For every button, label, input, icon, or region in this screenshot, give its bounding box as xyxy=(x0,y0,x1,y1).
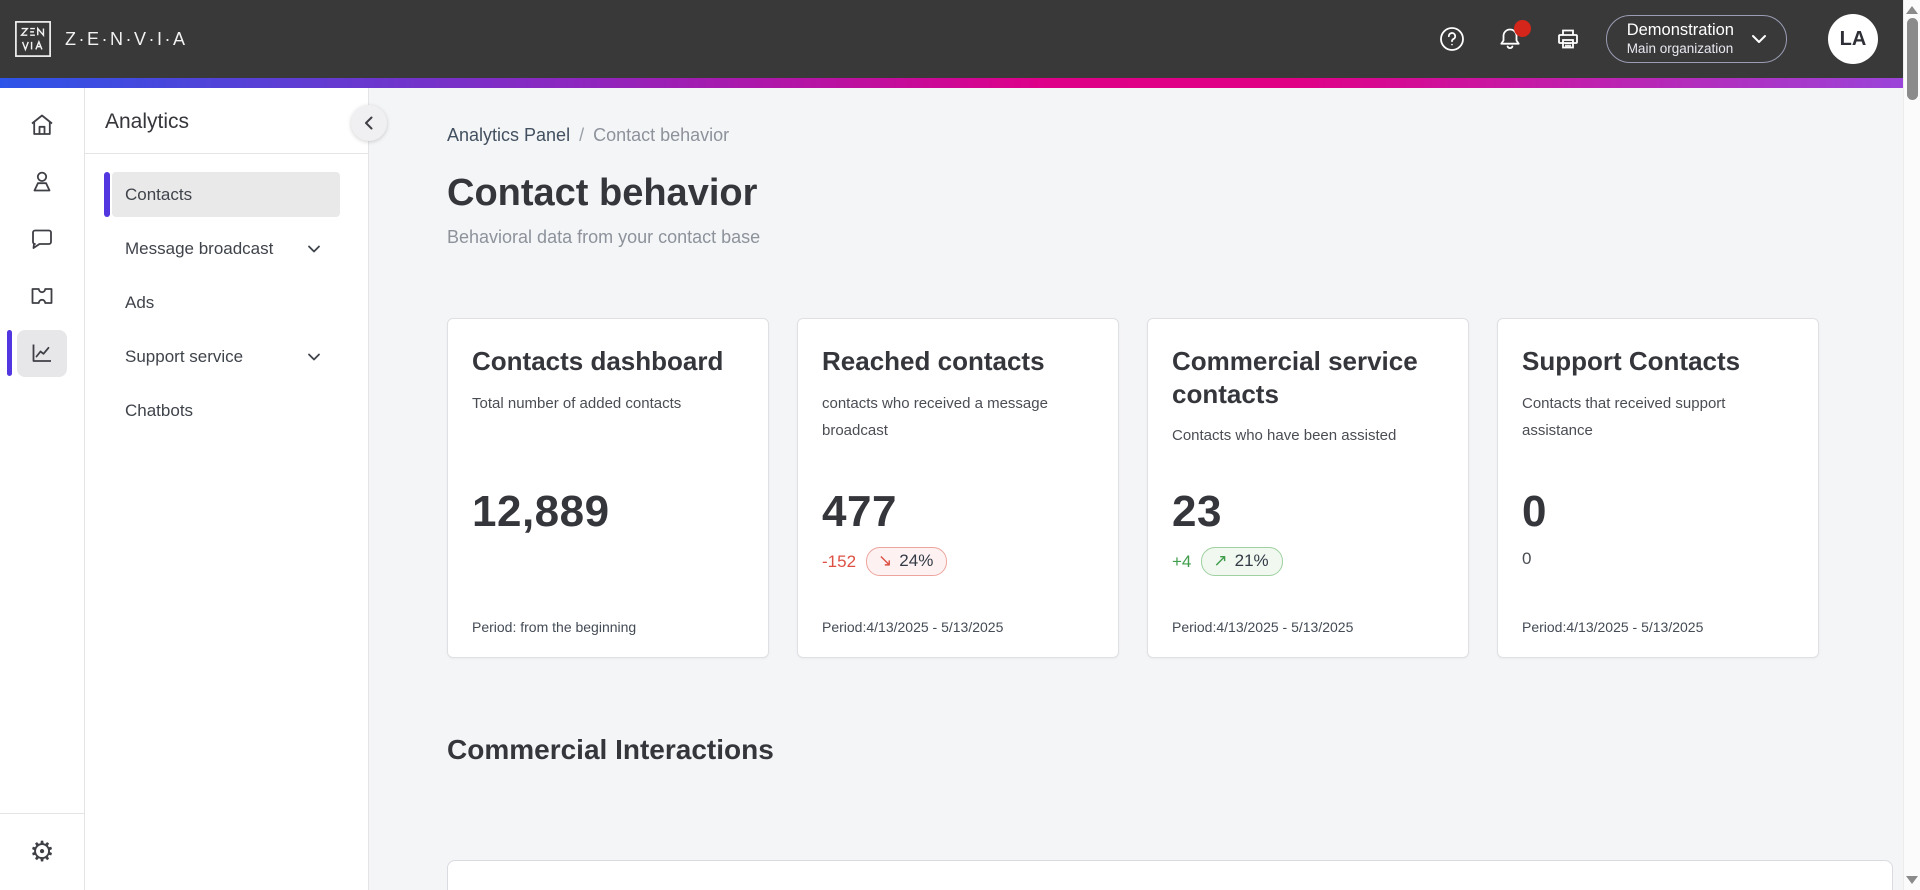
active-indicator xyxy=(104,172,110,217)
ticket-icon xyxy=(31,288,53,304)
card-delta-row: +4 ↗ 21% xyxy=(1172,547,1283,576)
zenvia-logo-text: Z·E·N·V·I·A xyxy=(65,28,188,49)
sidebar-item-sales[interactable] xyxy=(0,271,85,321)
kpi-cards-row: Contacts dashboard Total number of added… xyxy=(447,318,1893,658)
panel-menu: Contacts Message broadcast Ads Support s… xyxy=(85,154,368,433)
active-indicator xyxy=(6,330,12,376)
chevron-down-icon xyxy=(1752,35,1766,43)
home-icon xyxy=(31,114,53,135)
menu-item-message-broadcast[interactable]: Message broadcast xyxy=(112,226,340,271)
scrollbar-thumb[interactable] xyxy=(1906,18,1918,100)
menu-item-support-service[interactable]: Support service xyxy=(112,334,340,379)
card-title: Support Contacts xyxy=(1522,346,1741,376)
analytics-icon xyxy=(32,344,51,362)
card-commercial-service-contacts: Commercial service contacts Contacts who… xyxy=(1147,318,1469,658)
breadcrumb: Analytics Panel / Contact behavior xyxy=(447,125,1893,146)
card-secondary-value: 0 xyxy=(1522,549,1532,568)
vertical-scrollbar[interactable] xyxy=(1903,0,1920,890)
card-period: Period: from the beginning xyxy=(472,619,637,635)
card-description: Total number of added contacts xyxy=(472,394,682,412)
zenvia-logo-icon xyxy=(15,21,51,57)
menu-item-ads[interactable]: Ads xyxy=(112,280,340,325)
trend-badge: ↘ 24% xyxy=(866,547,948,576)
menu-item-label: Chatbots xyxy=(125,400,194,420)
zenvia-logo[interactable]: Z·E·N·V·I·A xyxy=(14,20,187,58)
card-description: Contacts who have been assisted xyxy=(1172,427,1397,444)
panel-collapse-button[interactable] xyxy=(351,105,387,141)
brand-gradient-bar xyxy=(0,78,1903,88)
page-title: Contact behavior xyxy=(447,172,758,214)
card-title: Commercial service contacts xyxy=(1172,346,1418,409)
card-description: Contacts that received support assistanc… xyxy=(1522,394,1726,440)
badge-percent: 24% xyxy=(899,551,934,570)
chevron-down-icon xyxy=(308,353,320,360)
delta-value: -152 xyxy=(822,551,857,571)
card-reached-contacts: Reached contacts contacts who received a… xyxy=(797,318,1119,658)
avatar-initials: LA xyxy=(1839,27,1867,50)
page-subtitle: Behavioral data from your contact base xyxy=(447,227,761,247)
card-title: Contacts dashboard xyxy=(472,346,724,376)
scroll-up-arrow[interactable] xyxy=(1906,6,1918,14)
menu-item-contacts[interactable]: Contacts xyxy=(104,172,340,217)
sidebar-item-contacts[interactable] xyxy=(0,157,85,207)
chevron-down-icon xyxy=(308,245,320,252)
badge-percent: 21% xyxy=(1234,551,1269,570)
sidebar-item-home[interactable] xyxy=(0,100,85,150)
trend-up-icon: ↗ xyxy=(1213,551,1228,570)
card-period: Period:4/13/2025 - 5/13/2025 xyxy=(1522,619,1704,635)
organization-name: Demonstration xyxy=(1626,21,1734,40)
sidebar-bottom: ⚙ xyxy=(0,813,84,890)
trend-down-icon: ↘ xyxy=(878,551,893,570)
card-value: 477 xyxy=(822,487,897,536)
chat-icon xyxy=(32,229,52,249)
panel-header: Analytics xyxy=(85,88,368,154)
commercial-interactions-card xyxy=(447,860,1893,890)
menu-item-label: Support service xyxy=(125,346,244,366)
card-value: 23 xyxy=(1172,487,1222,536)
person-icon xyxy=(33,171,51,192)
main-sidebar: ⚙ xyxy=(0,88,85,890)
content-area: ⚙ Analytics Contacts Message broadcast xyxy=(0,88,1903,890)
organization-subtitle: Main organization xyxy=(1626,40,1734,56)
card-value: 0 xyxy=(1522,487,1547,536)
main-content: Analytics Panel / Contact behavior Conta… xyxy=(369,88,1903,890)
breadcrumb-current: Contact behavior xyxy=(593,125,730,145)
card-support-contacts: Support Contacts Contacts that received … xyxy=(1497,318,1819,658)
notification-badge xyxy=(1513,20,1531,37)
card-period: Period:4/13/2025 - 5/13/2025 xyxy=(822,619,1004,635)
settings-gear-icon[interactable]: ⚙ xyxy=(29,836,55,867)
sidebar-item-conversations[interactable] xyxy=(0,214,85,264)
sidebar-item-analytics[interactable] xyxy=(0,328,85,378)
notifications-icon[interactable] xyxy=(1496,20,1531,53)
analytics-panel: Analytics Contacts Message broadcast Ads xyxy=(85,88,369,890)
user-avatar[interactable]: LA xyxy=(1828,14,1878,64)
menu-item-label: Message broadcast xyxy=(125,238,274,258)
panel-title: Analytics xyxy=(105,110,190,133)
breadcrumb-analytics-panel[interactable]: Analytics Panel xyxy=(447,125,571,145)
menu-item-label: Contacts xyxy=(125,184,193,204)
card-title: Reached contacts xyxy=(822,346,1045,376)
scroll-down-arrow[interactable] xyxy=(1906,876,1918,884)
card-value: 12,889 xyxy=(472,487,610,536)
card-description: contacts who received a message broadcas… xyxy=(822,394,1048,440)
card-delta-row: -152 ↘ 24% xyxy=(822,547,948,576)
menu-item-label: Ads xyxy=(125,292,155,312)
help-icon[interactable] xyxy=(1438,25,1466,53)
card-period: Period:4/13/2025 - 5/13/2025 xyxy=(1172,619,1354,635)
topbar: Z·E·N·V·I·A xyxy=(0,0,1903,78)
trend-badge: ↗ 21% xyxy=(1201,547,1283,576)
menu-item-chatbots[interactable]: Chatbots xyxy=(112,388,340,433)
breadcrumb-separator: / xyxy=(579,125,585,145)
delta-value: +4 xyxy=(1172,551,1192,571)
chevron-left-icon xyxy=(365,116,373,130)
topbar-actions: Demonstration Main organization LA xyxy=(1408,14,1878,64)
card-contacts-dashboard: Contacts dashboard Total number of added… xyxy=(447,318,769,658)
print-icon[interactable] xyxy=(1554,25,1582,53)
organization-switcher[interactable]: Demonstration Main organization xyxy=(1605,15,1787,63)
section-title-commercial-interactions: Commercial Interactions xyxy=(447,734,774,765)
